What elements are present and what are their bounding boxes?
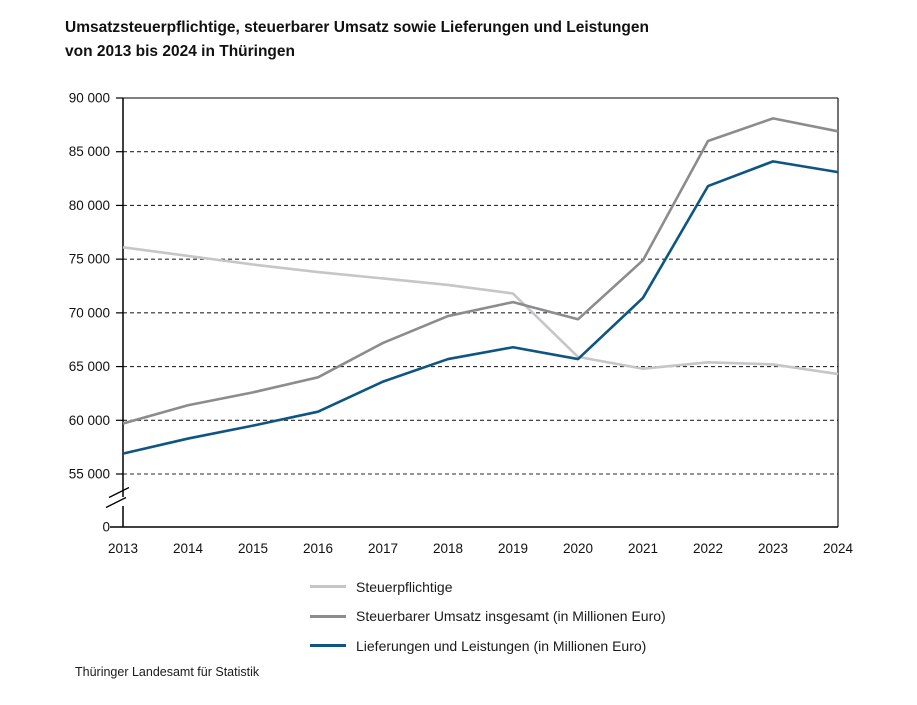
x-tick-label-2018: 2018 (433, 541, 463, 556)
legend-label-steuerpflichtige: Steuerpflichtige (356, 578, 453, 595)
x-tick-label-2017: 2017 (368, 541, 398, 556)
legend-swatch-steuerpflichtige (310, 585, 346, 589)
source-text: Thüringer Landesamt für Statistik (75, 665, 260, 679)
x-tick-label-2014: 2014 (173, 541, 204, 556)
y-tick-label-75000: 75 000 (69, 252, 110, 267)
legend-item-steuerpflichtige: Steuerpflichtige (310, 572, 666, 602)
chart-title-line2: von 2013 bis 2024 in Thüringen (65, 43, 295, 60)
x-tick-label-2023: 2023 (758, 541, 788, 556)
axis-break-slash-upper (108, 486, 130, 499)
legend-item-lieferungen: Lieferungen und Leistungen (in Millionen… (310, 631, 666, 661)
y-tick-label-90000: 90 000 (69, 91, 110, 106)
y-tick-label-65000: 65 000 (69, 359, 110, 374)
y-tick-label-55000: 55 000 (69, 467, 110, 482)
y-tick-label-85000: 85 000 (69, 144, 110, 159)
x-tick-label-2019: 2019 (498, 541, 528, 556)
legend-label-lieferungen: Lieferungen und Leistungen (in Millionen… (356, 637, 647, 654)
legend-item-umsatz: Steuerbarer Umsatz insgesamt (in Million… (310, 602, 666, 632)
axis-break-slash-lower (105, 496, 127, 509)
x-tick-label-2024: 2024 (823, 541, 854, 556)
x-tick-label-2015: 2015 (238, 541, 268, 556)
series-line-umsatz-insgesamt (122, 117, 839, 425)
y-tick-label-70000: 70 000 (69, 305, 110, 320)
legend-label-umsatz: Steuerbarer Umsatz insgesamt (in Million… (356, 608, 666, 625)
chart-title: Umsatzsteuerpflichtige, steuerbarer Umsa… (65, 16, 649, 64)
x-tick-label-2022: 2022 (693, 541, 723, 556)
x-tick-label-2016: 2016 (303, 541, 333, 556)
legend-swatch-umsatz (310, 614, 346, 618)
legend-swatch-lieferungen (310, 644, 346, 648)
y-tick-label-80000: 80 000 (69, 198, 110, 213)
series-line-steuerpflichtige (122, 246, 839, 376)
x-tick-label-2021: 2021 (628, 541, 658, 556)
chart-title-line1: Umsatzsteuerpflichtige, steuerbarer Umsa… (65, 19, 649, 36)
series-line-lieferungen-leistungen (122, 160, 839, 455)
x-tick-label-2013: 2013 (108, 541, 138, 556)
x-tick-label-2020: 2020 (563, 541, 593, 556)
y-tick-label-zero: 0 (102, 520, 110, 535)
y-tick-label-60000: 60 000 (69, 413, 110, 428)
legend: Steuerpflichtige Steuerbarer Umsatz insg… (310, 572, 666, 661)
